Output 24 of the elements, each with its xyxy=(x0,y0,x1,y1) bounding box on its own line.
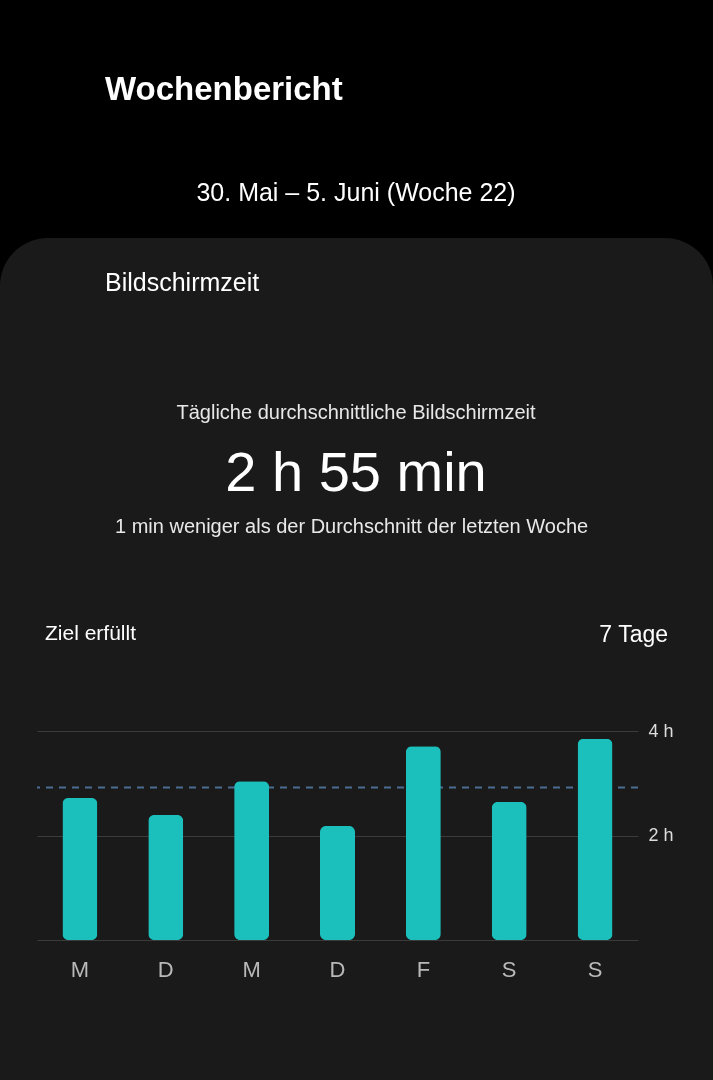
x-tick-label: S xyxy=(587,956,603,982)
y-tick-label: 2 h xyxy=(648,825,674,845)
x-tick-label: D xyxy=(157,956,174,982)
chart-subtitle: 30. Mai – 5. Juni (Woche 22) xyxy=(196,178,516,206)
bar xyxy=(320,826,355,940)
x-tick-label: F xyxy=(416,956,431,982)
bar xyxy=(234,781,270,940)
text: Bildschirmzeit xyxy=(105,268,260,296)
y-tick-label: 4 h xyxy=(648,720,674,741)
bar xyxy=(405,746,441,940)
text: Tägliche durchschnittliche Bildschirmzeit xyxy=(176,401,536,423)
text: 2 h 55 min xyxy=(225,440,487,503)
x-tick-label: D xyxy=(329,956,346,982)
x-tick-label: S xyxy=(501,956,517,982)
bar xyxy=(491,802,527,940)
text: 1 min weniger als der Durchschnitt der letzten Woche xyxy=(115,515,589,537)
x-tick-label: M xyxy=(70,956,90,982)
bar xyxy=(577,738,613,940)
bar xyxy=(62,797,98,940)
text: Ziel erfüllt xyxy=(45,621,137,644)
x-tick-label: M xyxy=(242,956,261,982)
chart-title: Wochenbericht xyxy=(105,70,343,107)
text: 7 Tage xyxy=(599,621,668,647)
bar xyxy=(148,815,184,940)
